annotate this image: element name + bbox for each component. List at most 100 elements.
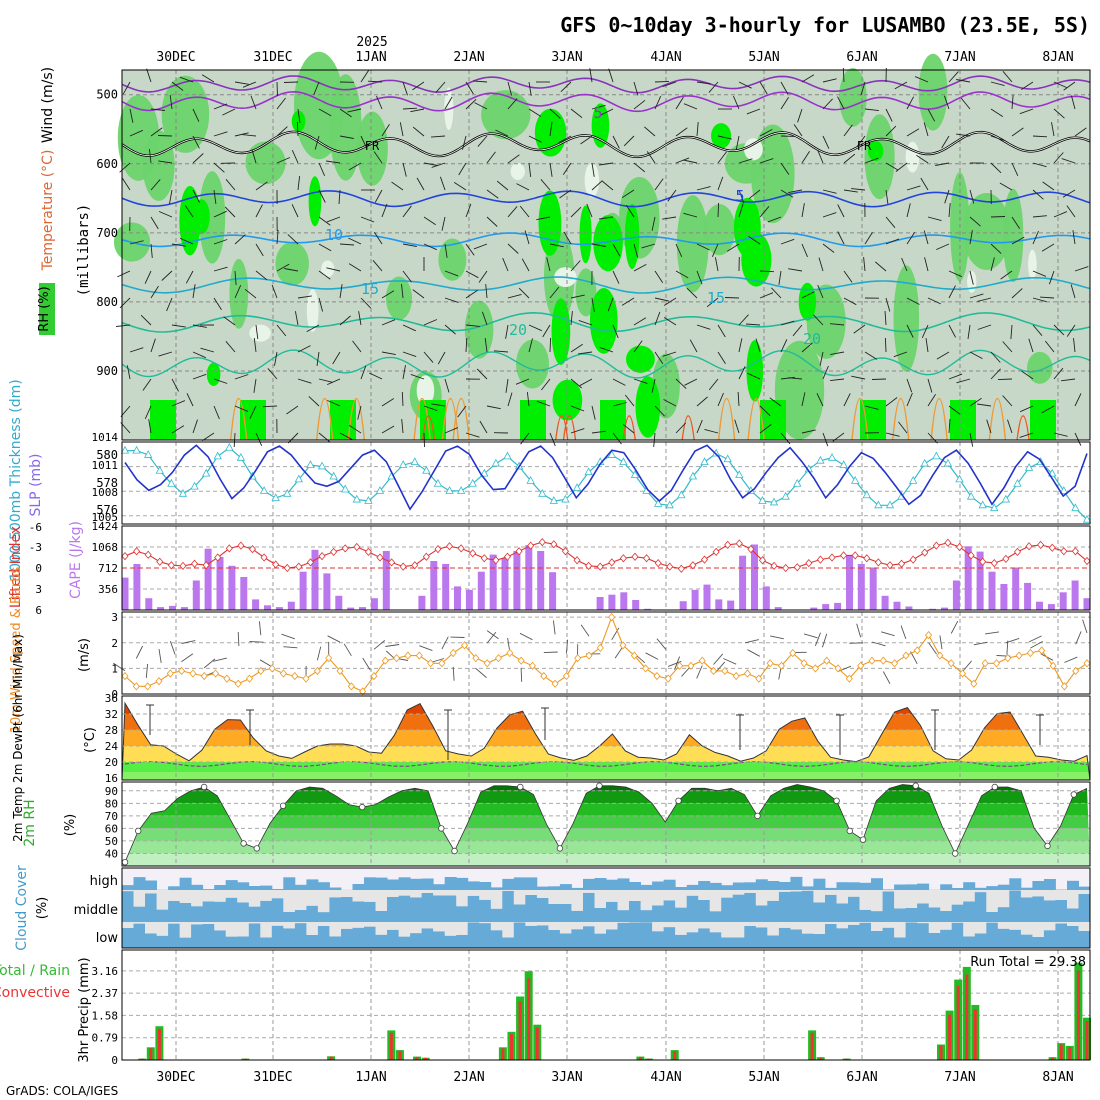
upper-wind-barb bbox=[1039, 296, 1055, 299]
cloud-gap bbox=[168, 922, 181, 924]
rh-saturated-area bbox=[711, 123, 732, 149]
cloud-bar bbox=[894, 884, 907, 890]
rh-lowlevel-area bbox=[330, 400, 356, 440]
thickness-line-point bbox=[410, 457, 419, 466]
cloud-bar bbox=[352, 927, 365, 948]
cloud-gap bbox=[421, 890, 434, 893]
lifted-index-line-point bbox=[700, 555, 709, 564]
bottom-date-labels: 30DEC 31DEC 1JAN 2JAN 3JAN 4JAN 5JAN 6JAN 7JAN 8J… bbox=[156, 1070, 1073, 1085]
panel-frame bbox=[121, 525, 1091, 611]
rh-moist-area bbox=[676, 195, 709, 293]
upper-wind-barb bbox=[851, 188, 866, 191]
cloud-bar bbox=[421, 878, 434, 890]
upper-wind-barb bbox=[717, 392, 724, 407]
upper-wind-barb bbox=[1053, 432, 1068, 437]
upper-wind-barb bbox=[885, 238, 900, 245]
cloud-gap bbox=[882, 922, 895, 928]
thickness-line-point bbox=[584, 467, 593, 476]
upper-wind-barb bbox=[601, 180, 614, 191]
upper-wind-barb bbox=[738, 203, 744, 218]
wind-speed-line-point bbox=[687, 661, 695, 670]
cloud-gap bbox=[559, 890, 572, 904]
upper-wind-barb bbox=[171, 425, 185, 434]
cloud-gap bbox=[859, 890, 872, 910]
upper-wind-barb bbox=[801, 392, 806, 407]
cloud-bar bbox=[640, 884, 653, 890]
upper-wind-barb bbox=[654, 351, 664, 364]
thickness-line-point bbox=[364, 496, 373, 504]
upper-wind-barb bbox=[801, 243, 808, 258]
y-tick-label: 800 bbox=[96, 295, 118, 309]
upper-wind-barb bbox=[1061, 378, 1076, 382]
thickness-line-point bbox=[398, 460, 408, 468]
y-tick-label: 500 bbox=[96, 88, 118, 102]
cloud-bar bbox=[940, 929, 953, 948]
lifted-index-line-point bbox=[179, 561, 187, 571]
panel-axis-label: (%) bbox=[63, 814, 78, 837]
lifted-index-line-point bbox=[364, 547, 372, 557]
precip-convective-bar bbox=[1085, 1021, 1089, 1060]
cloud-bar bbox=[179, 903, 192, 922]
upper-wind-barb bbox=[318, 243, 332, 252]
upper-wind-barb bbox=[244, 288, 257, 299]
cloud-gap bbox=[398, 922, 411, 937]
upper-wind-barb bbox=[696, 419, 703, 434]
cloud-gap bbox=[479, 922, 492, 924]
lifted-index-line-point bbox=[840, 551, 848, 560]
upper-wind-barb bbox=[485, 284, 488, 299]
upper-wind-barb bbox=[150, 285, 159, 299]
upper-wind-barb bbox=[367, 80, 383, 83]
upper-wind-barb bbox=[505, 324, 509, 339]
upper-wind-barb bbox=[1032, 270, 1047, 277]
upper-wind-barb bbox=[462, 135, 467, 150]
upper-wind-barb bbox=[360, 216, 375, 223]
upper-wind-barb bbox=[358, 311, 362, 326]
wind-speed-line-point bbox=[528, 661, 536, 670]
cloud-bar bbox=[525, 894, 538, 922]
rh-dry-area bbox=[249, 324, 271, 342]
cloud-bar bbox=[306, 934, 319, 948]
upper-wind-barb bbox=[339, 315, 351, 326]
cloud-bar bbox=[237, 936, 250, 948]
rh-tick-label: 40 bbox=[105, 847, 118, 860]
wind-speed-line-point bbox=[245, 674, 254, 683]
upper-wind-barb bbox=[956, 133, 971, 137]
wind-speed-line-point bbox=[347, 682, 355, 691]
bottom-date-label: 7JAN bbox=[944, 1070, 975, 1085]
cape-bar bbox=[632, 600, 640, 610]
cloud-bar bbox=[456, 935, 469, 948]
surface-wind-barb bbox=[552, 620, 556, 635]
upper-wind-barb bbox=[507, 392, 513, 407]
cloud-bar bbox=[663, 927, 676, 948]
freezing-level-inner bbox=[121, 131, 1091, 158]
upper-wind-barb bbox=[116, 324, 131, 327]
cloud-bar bbox=[375, 934, 388, 948]
wind-speed-line-point bbox=[268, 664, 276, 673]
upper-wind-barb bbox=[822, 189, 837, 194]
upper-wind-barb bbox=[332, 351, 341, 365]
upper-wind-barb bbox=[1061, 158, 1076, 164]
wind-speed-line-point bbox=[1049, 661, 1057, 670]
cloud-gap bbox=[536, 922, 549, 926]
cloud-bar bbox=[1009, 929, 1022, 948]
cloud-gap bbox=[594, 922, 607, 934]
thickness-line-point bbox=[167, 478, 176, 487]
cloud-bar bbox=[951, 888, 964, 890]
cloud-gap bbox=[617, 890, 630, 911]
upper-wind-barb bbox=[801, 151, 810, 164]
cape-bar bbox=[691, 589, 699, 610]
upper-wind-barb bbox=[689, 339, 698, 353]
surface-wind-barb bbox=[237, 631, 240, 647]
panel-frame bbox=[121, 441, 1091, 525]
rh-moist-area bbox=[516, 339, 549, 389]
cloud-bar bbox=[986, 886, 999, 890]
cape-bar bbox=[762, 586, 770, 610]
cloud-gap bbox=[940, 890, 953, 911]
surface-wind-barb bbox=[486, 630, 499, 640]
surface-wind-barb bbox=[213, 657, 228, 662]
upper-wind-barb bbox=[586, 203, 593, 218]
rh-moist-area bbox=[385, 276, 413, 321]
cloud-bar bbox=[963, 882, 976, 890]
upper-wind-barb bbox=[591, 405, 596, 420]
cloud-gap bbox=[917, 890, 930, 904]
